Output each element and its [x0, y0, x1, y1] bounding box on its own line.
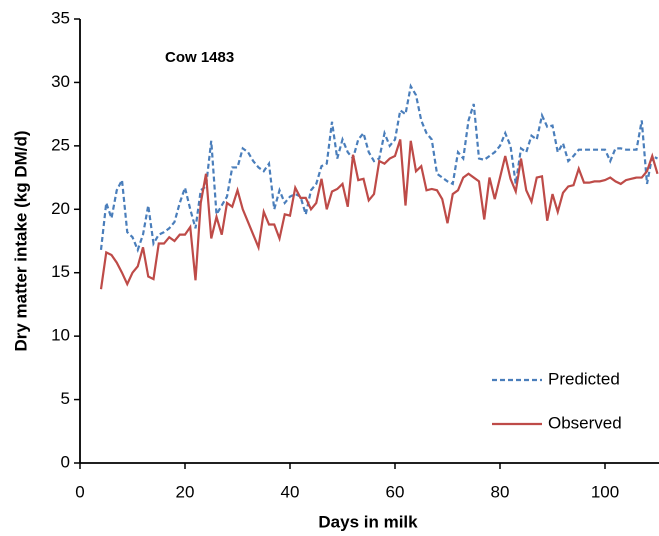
legend-label: Predicted	[548, 369, 620, 388]
y-tick-label: 35	[51, 8, 70, 27]
x-tick-label: 40	[281, 482, 300, 501]
x-tick-label: 100	[591, 482, 619, 501]
data-line	[99, 83, 658, 253]
y-tick-label: 0	[61, 452, 70, 471]
x-tick-label: 80	[491, 482, 510, 501]
y-axis-title: Dry matter intake (kg DM/d)	[11, 130, 30, 351]
x-tick-label: 60	[386, 482, 405, 501]
plot-area	[99, 83, 659, 290]
x-tick-label: 0	[75, 482, 84, 501]
x-axis-title: Days in milk	[318, 512, 418, 531]
legend-label: Observed	[548, 413, 622, 432]
y-tick-label: 15	[51, 262, 70, 281]
annotation: Cow 1483	[165, 49, 234, 66]
y-tick-label: 5	[61, 389, 70, 408]
y-tick-label: 25	[51, 135, 70, 154]
y-tick-label: 30	[51, 72, 70, 91]
x-tick-label: 20	[176, 482, 195, 501]
y-tick-label: 20	[51, 199, 70, 218]
y-tick-label: 10	[51, 326, 70, 345]
data-line	[99, 139, 659, 290]
